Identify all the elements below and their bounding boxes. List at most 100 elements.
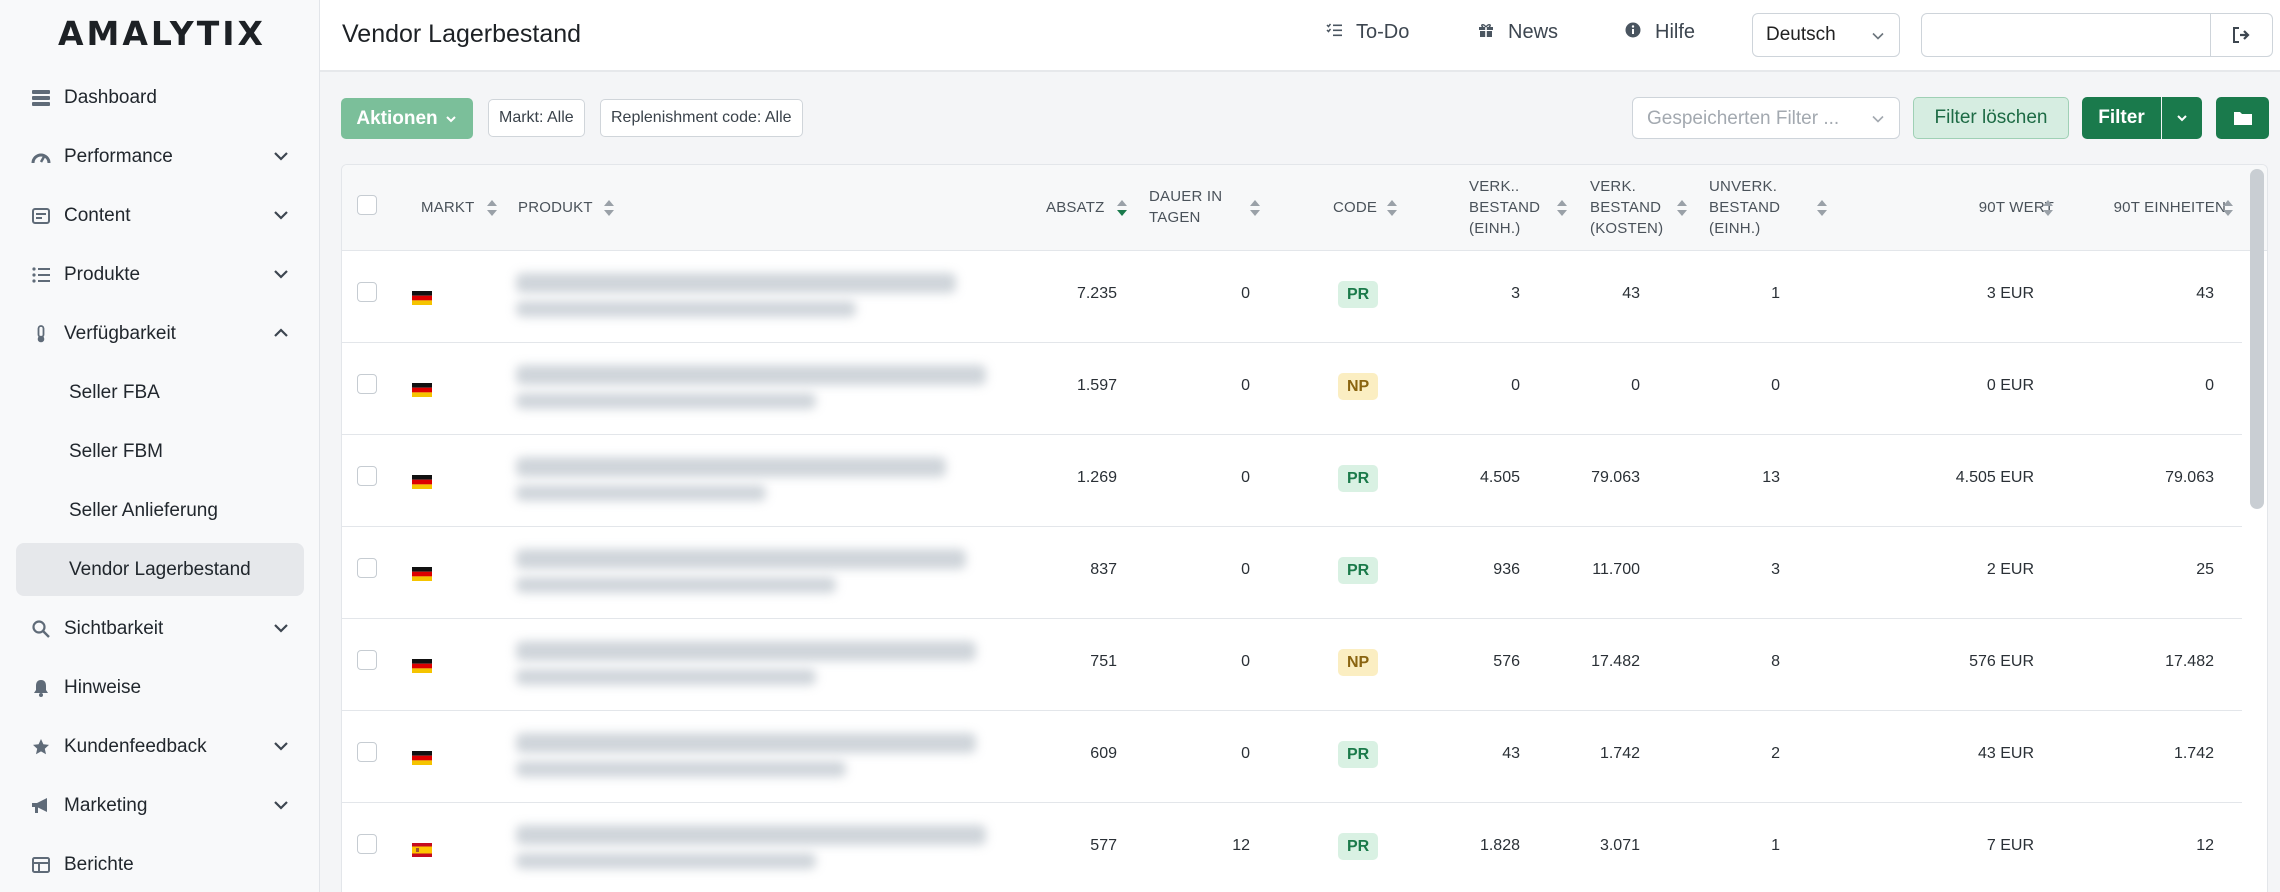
sidebar-subitem-vendor-lagerbestand[interactable]: Vendor Lagerbestand xyxy=(16,543,304,596)
column-header-verk-bestand-einh[interactable]: VERK.. BESTAND (EINH.) xyxy=(1469,176,1540,239)
cell-90t-wert: 3 EUR xyxy=(1986,285,2034,302)
sidebar-subitem-seller-anlieferung[interactable]: Seller Anlieferung xyxy=(69,499,218,521)
row-checkbox[interactable] xyxy=(357,466,377,486)
sidebar-item-sichtbarkeit[interactable]: Sichtbarkeit xyxy=(0,599,320,658)
cell-90t-wert: 4.505 EUR xyxy=(1955,469,2034,486)
cell-dauer: 0 xyxy=(1241,745,1250,762)
column-header-absatz[interactable]: ABSATZ xyxy=(1046,197,1104,218)
clear-filter-button[interactable]: Filter löschen xyxy=(1913,97,2069,139)
product-cell-blurred[interactable] xyxy=(512,817,1002,881)
product-cell-blurred[interactable] xyxy=(512,541,982,605)
column-header-label: 90T WERT xyxy=(1978,199,2054,216)
table-scrollbar[interactable] xyxy=(2250,169,2264,509)
row-checkbox[interactable] xyxy=(357,558,377,578)
dashboard-icon xyxy=(30,87,52,109)
table-row[interactable]: 837 0 PR 936 11.700 3 2 EUR 25 xyxy=(342,527,2242,619)
product-cell-blurred[interactable] xyxy=(512,725,992,789)
sort-icon xyxy=(2043,200,2053,216)
column-header-90t-einheiten[interactable]: 90T EINHEITEN xyxy=(2096,197,2226,218)
sidebar-item-label: Verfügbarkeit xyxy=(64,322,176,344)
product-cell-blurred[interactable] xyxy=(512,265,972,329)
column-header-code[interactable]: CODE xyxy=(1333,197,1377,218)
news-label: News xyxy=(1508,21,1559,43)
table-row[interactable]: 577 12 PR 1.828 3.071 1 7 EUR 12 xyxy=(342,803,2242,892)
cell-dauer: 0 xyxy=(1241,377,1250,394)
cell-dauer: 0 xyxy=(1241,469,1250,486)
select-all-checkbox[interactable] xyxy=(357,195,377,215)
column-header-90t-wert[interactable]: 90T WERT xyxy=(1954,197,2054,218)
table-row[interactable]: 751 0 NP 576 17.482 8 576 EUR 17.482 xyxy=(342,619,2242,711)
cell-verk-bestand-kosten: 17.482 xyxy=(1591,653,1640,670)
help-link[interactable]: Hilfe xyxy=(1625,21,1695,44)
sidebar-item-label: Performance xyxy=(64,145,173,167)
cell-90t-einheiten: 43 xyxy=(2196,285,2214,302)
table-icon xyxy=(30,854,52,876)
row-checkbox[interactable] xyxy=(357,742,377,762)
column-header-verk-bestand-kosten[interactable]: VERK. BESTAND (KOSTEN) xyxy=(1590,176,1663,239)
cell-verk-bestand-einh: 0 xyxy=(1511,377,1520,394)
chevron-down-icon xyxy=(274,152,288,161)
chevron-down-icon xyxy=(2177,115,2187,122)
cell-absatz: 609 xyxy=(1090,745,1117,762)
sidebar-item-dashboard[interactable]: Dashboard xyxy=(0,68,320,127)
row-checkbox[interactable] xyxy=(357,834,377,854)
cell-verk-bestand-kosten: 79.063 xyxy=(1591,469,1640,486)
logout-button[interactable] xyxy=(2210,14,2272,56)
product-cell-blurred[interactable] xyxy=(512,633,992,697)
table-row[interactable]: 7.235 0 PR 3 43 1 3 EUR 43 xyxy=(342,251,2242,343)
sidebar-item-content[interactable]: Content xyxy=(0,186,320,245)
app-logo[interactable]: AMALYTIX xyxy=(58,14,266,53)
sidebar-subitem-seller-fba[interactable]: Seller FBA xyxy=(69,381,160,403)
sidebar-item-marketing[interactable]: Marketing xyxy=(0,776,320,835)
column-header-unverk-bestand[interactable]: UNVERK. BESTAND (EINH.) xyxy=(1709,176,1780,239)
todo-label: To-Do xyxy=(1356,21,1410,43)
page-title: Vendor Lagerbestand xyxy=(342,20,582,48)
column-header-markt[interactable]: MARKT xyxy=(421,197,475,218)
todo-link[interactable]: To-Do xyxy=(1326,21,1409,44)
row-checkbox[interactable] xyxy=(357,374,377,394)
flag-de-icon xyxy=(412,567,432,581)
sidebar-item-berichte[interactable]: Berichte xyxy=(0,835,320,892)
table-row[interactable]: 609 0 PR 43 1.742 2 43 EUR 1.742 xyxy=(342,711,2242,803)
news-link[interactable]: News xyxy=(1478,21,1558,44)
row-checkbox[interactable] xyxy=(357,650,377,670)
saved-filter-select[interactable]: Gespeicherten Filter ... xyxy=(1632,97,1900,139)
sort-icon xyxy=(1387,200,1397,216)
column-header-label: VERK.. xyxy=(1469,178,1520,195)
sort-icon xyxy=(1817,200,1827,216)
language-select[interactable]: Deutsch xyxy=(1752,13,1900,57)
sidebar-item-verfuegbarkeit[interactable]: Verfügbarkeit xyxy=(0,304,320,363)
flag-de-icon xyxy=(412,659,432,673)
code-badge: PR xyxy=(1338,465,1379,492)
sign-out-icon xyxy=(2232,27,2250,43)
replenishment-filter-chip[interactable]: Replenishment code: Alle xyxy=(600,99,803,137)
sidebar-item-performance[interactable]: Performance xyxy=(0,127,320,186)
row-checkbox[interactable] xyxy=(357,282,377,302)
sort-icon xyxy=(604,200,614,216)
cell-verk-bestand-kosten: 0 xyxy=(1631,377,1640,394)
sidebar-subitem-seller-fbm[interactable]: Seller FBM xyxy=(69,440,163,462)
column-header-produkt[interactable]: PRODUKT xyxy=(518,197,593,218)
cell-unverk-bestand: 8 xyxy=(1771,653,1780,670)
sidebar-item-produkte[interactable]: Produkte xyxy=(0,245,320,304)
thermometer-icon xyxy=(30,323,52,345)
market-filter-chip[interactable]: Markt: Alle xyxy=(488,99,585,137)
filter-button[interactable]: Filter xyxy=(2082,97,2161,139)
cell-absatz: 577 xyxy=(1090,837,1117,854)
product-cell-blurred[interactable] xyxy=(512,449,962,513)
column-header-label: (KOSTEN) xyxy=(1590,220,1664,237)
cell-absatz: 1.269 xyxy=(1076,469,1117,486)
sidebar-item-kundenfeedback[interactable]: Kundenfeedback xyxy=(0,717,320,776)
saved-filters-folder-button[interactable] xyxy=(2216,97,2269,139)
table-row[interactable]: 1.597 0 NP 0 0 0 0 EUR 0 xyxy=(342,343,2242,435)
chevron-down-icon xyxy=(1872,32,1884,40)
product-cell-blurred[interactable] xyxy=(512,357,1002,421)
filter-dropdown-toggle[interactable] xyxy=(2162,97,2202,139)
checklist-icon xyxy=(1326,23,1342,42)
table-row[interactable]: 1.269 0 PR 4.505 79.063 13 4.505 EUR 79.063 xyxy=(342,435,2242,527)
sidebar-item-hinweise[interactable]: Hinweise xyxy=(0,658,320,717)
column-header-dauer[interactable]: DAUER IN TAGEN xyxy=(1149,186,1222,228)
search-input[interactable] xyxy=(1922,14,2212,56)
chevron-down-icon xyxy=(274,270,288,279)
actions-dropdown-button[interactable]: Aktionen xyxy=(341,98,473,139)
